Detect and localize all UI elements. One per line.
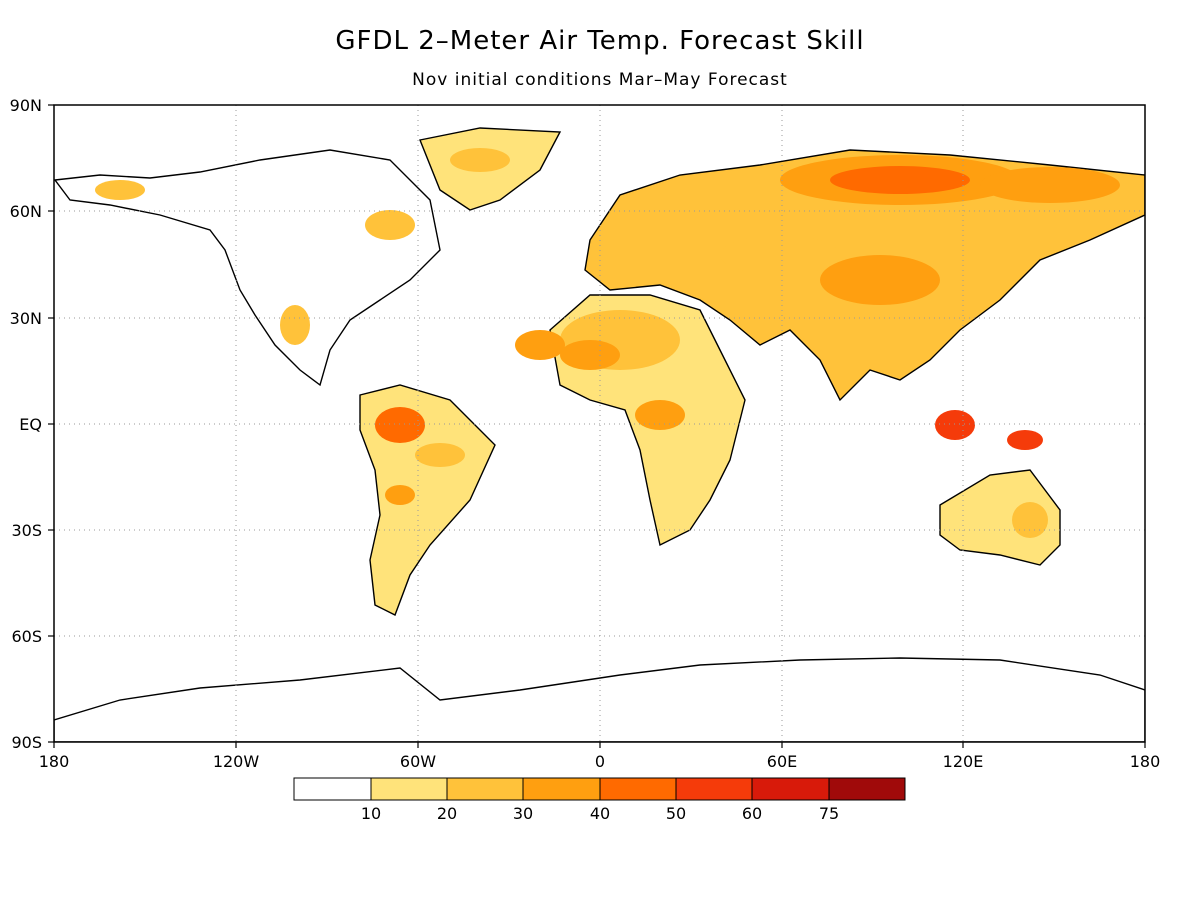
colorbar-label-20: 20 <box>437 804 457 823</box>
colorbar-label-75: 75 <box>819 804 839 823</box>
colorbar: 10 20 30 40 50 60 75 <box>293 777 906 823</box>
colorbar-swatch-3 <box>522 777 601 801</box>
colorbar-label-40: 40 <box>590 804 610 823</box>
skill-shading <box>54 127 1145 742</box>
lon-label-60w: 60W <box>400 752 436 771</box>
colorbar-label-60: 60 <box>742 804 762 823</box>
lon-label-0: 0 <box>595 752 605 771</box>
colorbar-swatch-7 <box>828 777 906 801</box>
lon-label-60e: 60E <box>767 752 797 771</box>
colorbar-swatch-1 <box>370 777 448 801</box>
lat-label-90n: 90N <box>10 96 42 115</box>
lon-labels: 180 120W 60W 0 60E 120E 180 <box>39 752 1161 771</box>
lon-label-180e: 180 <box>1130 752 1161 771</box>
colorbar-swatch-5 <box>675 777 753 801</box>
graticule <box>54 105 1145 742</box>
colorbar-swatch-0 <box>293 777 372 801</box>
map-subtitle: Nov initial conditions Mar–May Forecast <box>412 70 788 90</box>
lat-label-eq: EQ <box>19 415 42 434</box>
colorbar-swatch-2 <box>446 777 524 801</box>
lon-label-120w: 120W <box>213 752 260 771</box>
colorbar-label-30: 30 <box>513 804 533 823</box>
lat-label-90s: 90S <box>11 733 42 752</box>
lat-label-30s: 30S <box>11 521 42 540</box>
colorbar-swatch-4 <box>599 777 677 801</box>
lon-label-180w: 180 <box>39 752 70 771</box>
colorbar-label-50: 50 <box>666 804 686 823</box>
colorbar-swatch-6 <box>751 777 830 801</box>
tick-marks <box>48 104 1146 748</box>
lat-label-30n: 30N <box>10 309 42 328</box>
map-title: GFDL 2–Meter Air Temp. Forecast Skill <box>335 26 865 56</box>
lat-labels: 90N 60N 30N EQ 30S 60S 90S <box>10 96 42 752</box>
lat-label-60n: 60N <box>10 202 42 221</box>
lon-label-120e: 120E <box>943 752 984 771</box>
lat-label-60s: 60S <box>11 627 42 646</box>
colorbar-label-10: 10 <box>361 804 381 823</box>
